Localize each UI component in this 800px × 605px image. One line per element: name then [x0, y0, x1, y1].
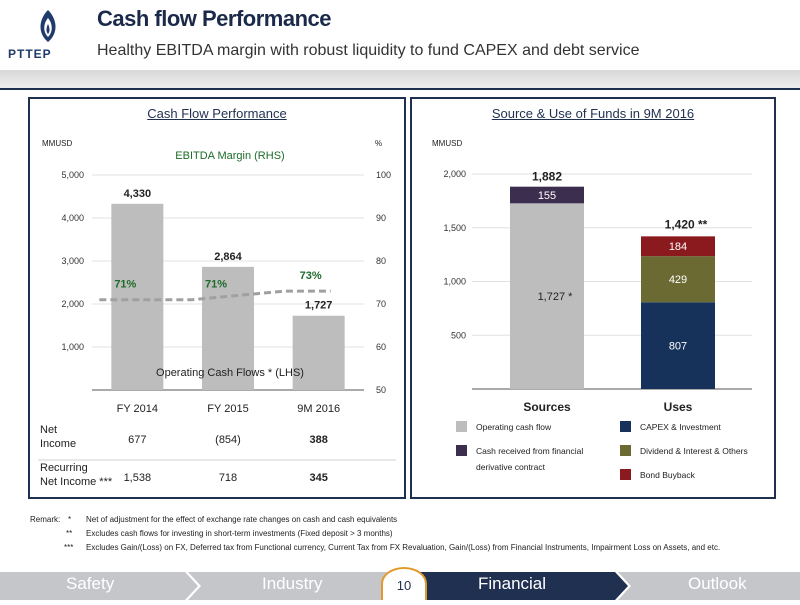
y-tick-right: 80: [376, 256, 386, 266]
header-divider: [0, 88, 800, 90]
table-cell: 345: [309, 472, 327, 484]
table-row-label: Recurring: [40, 462, 88, 474]
remark-mark-1: *: [68, 515, 72, 524]
nav-financial[interactable]: Financial: [478, 574, 547, 593]
table-cell: 677: [128, 434, 146, 446]
source-use-chart: MMUSD 2,000 1,500 1,000 500 1,727 * 155 807 429 1…: [432, 139, 752, 480]
y-tick: 1,500: [443, 223, 466, 233]
remark-mark-3: ***: [64, 543, 74, 552]
remark-text-1: Net of adjustment for the effect of exch…: [86, 515, 398, 524]
remark-mark-2: **: [66, 529, 73, 538]
segment-label-operating: 1,727 *: [538, 291, 574, 303]
uses-total-label: 1,420 **: [665, 217, 708, 231]
header-band: [0, 70, 800, 88]
footer-nav-bar: [0, 572, 800, 600]
source-use-title: Source & Use of Funds in 9M 2016: [491, 106, 695, 121]
page-number-badge: [381, 567, 427, 600]
x-tick-label: FY 2015: [207, 403, 248, 415]
table-cell: 1,538: [124, 472, 152, 484]
y-tick-right: 100: [376, 170, 391, 180]
table-cell: 388: [309, 434, 327, 446]
legend-label: derivative contract: [476, 462, 546, 472]
bar-segment-capex: [641, 302, 715, 389]
segment-label-bond: 184: [669, 241, 687, 253]
remark-text-2: Excludes cash flows for investing in sho…: [86, 529, 393, 538]
bar-segment-operating: [510, 203, 584, 389]
bar-value-label: 2,864: [214, 251, 242, 263]
legend-label: Cash received from financial: [476, 446, 583, 456]
x-tick-label: 9M 2016: [297, 403, 340, 415]
y-tick-right: 70: [376, 299, 386, 309]
legend-swatch: [620, 445, 631, 456]
y-tick-left: 4,000: [61, 213, 84, 223]
segment-label-capex: 807: [669, 341, 687, 353]
nav-industry[interactable]: Industry: [262, 574, 323, 593]
y-tick-left: 5,000: [61, 170, 84, 180]
y-tick-left: 3,000: [61, 256, 84, 266]
operating-cash-flow-label: Operating Cash Flows * (LHS): [156, 367, 304, 379]
nav-outlook[interactable]: Outlook: [688, 574, 747, 593]
logo-text: PTTEP: [8, 47, 52, 61]
bar-operating-cash-flow: [292, 315, 345, 390]
page-number: 10: [396, 578, 412, 593]
legend-swatch: [456, 421, 467, 432]
x-tick-label: Sources: [523, 400, 571, 414]
remark-text-3: Excludes Gain/(Loss) on FX, Deferred tax…: [86, 543, 721, 552]
bar-segment-dividend: [641, 256, 715, 303]
table-cell: (854): [215, 434, 241, 446]
sources-total-label: 1,882: [532, 170, 562, 184]
y-tick: 1,000: [443, 277, 466, 287]
table-row-label: Net: [40, 424, 57, 436]
legend-swatch: [620, 469, 631, 480]
table-cell: 718: [219, 472, 237, 484]
ebitda-margin-line: [99, 289, 331, 302]
legend-label: Operating cash flow: [476, 422, 552, 432]
unit-label: MMUSD: [432, 139, 462, 148]
segment-label-dividend: 429: [669, 274, 687, 286]
bar-value-label: 4,330: [124, 188, 152, 200]
ebitda-series-label: EBITDA Margin (RHS): [175, 150, 284, 162]
y-tick: 2,000: [443, 169, 466, 179]
cash-flow-panel: Cash Flow Performance MMUSD% EBITDA Margi…: [28, 97, 406, 499]
remark-prefix: Remark:: [30, 515, 61, 524]
y-tick: 500: [451, 330, 466, 340]
bar-operating-cash-flow: [202, 266, 254, 390]
pttep-flame-icon: [40, 10, 56, 42]
source-use-panel: Source & Use of Funds in 9M 2016 MMUSD 2,…: [410, 97, 776, 499]
segment-label-derivative: 155: [538, 190, 556, 202]
bar-value-label: 1,727: [305, 300, 333, 312]
legend-label: Dividend & Interest & Others: [640, 446, 748, 456]
y-tick-right: 50: [376, 385, 386, 395]
table-row-label: Net Income ***: [40, 476, 113, 488]
logo: [8, 6, 88, 64]
y-tick-left: 2,000: [61, 299, 84, 309]
y-tick-right: 90: [376, 213, 386, 223]
legend-swatch: [456, 445, 467, 456]
footer-chevrons: [0, 572, 800, 600]
nav-safety[interactable]: Safety: [66, 574, 115, 593]
margin-value-label: 73%: [300, 270, 322, 282]
x-tick-label: FY 2014: [117, 403, 158, 415]
right-unit-label: %: [375, 139, 382, 148]
y-tick-left: 1,000: [61, 342, 84, 352]
cash-flow-title: Cash Flow Performance: [147, 106, 287, 121]
table-row-label: Income: [40, 438, 76, 450]
bar-segment-bond: [641, 236, 715, 257]
page-title: Cash flow Performance: [97, 6, 332, 31]
margin-value-label: 71%: [114, 279, 136, 291]
legend-swatch: [620, 421, 631, 432]
bar-operating-cash-flow: [111, 203, 164, 390]
legend-label: Bond Buyback: [640, 470, 696, 480]
bar-segment-derivative: [510, 186, 584, 204]
margin-value-label: 71%: [205, 279, 227, 291]
x-tick-label: Uses: [664, 400, 693, 414]
cash-flow-chart: MMUSD % EBITDA Margin (RHS) 5,000 4,000 3,000…: [38, 139, 396, 488]
y-tick-right: 60: [376, 342, 386, 352]
legend-label: CAPEX & Investment: [640, 422, 721, 432]
page-subtitle: Healthy EBITDA margin with robust liquid…: [97, 42, 640, 59]
left-unit-label: MMUSD: [42, 139, 72, 148]
